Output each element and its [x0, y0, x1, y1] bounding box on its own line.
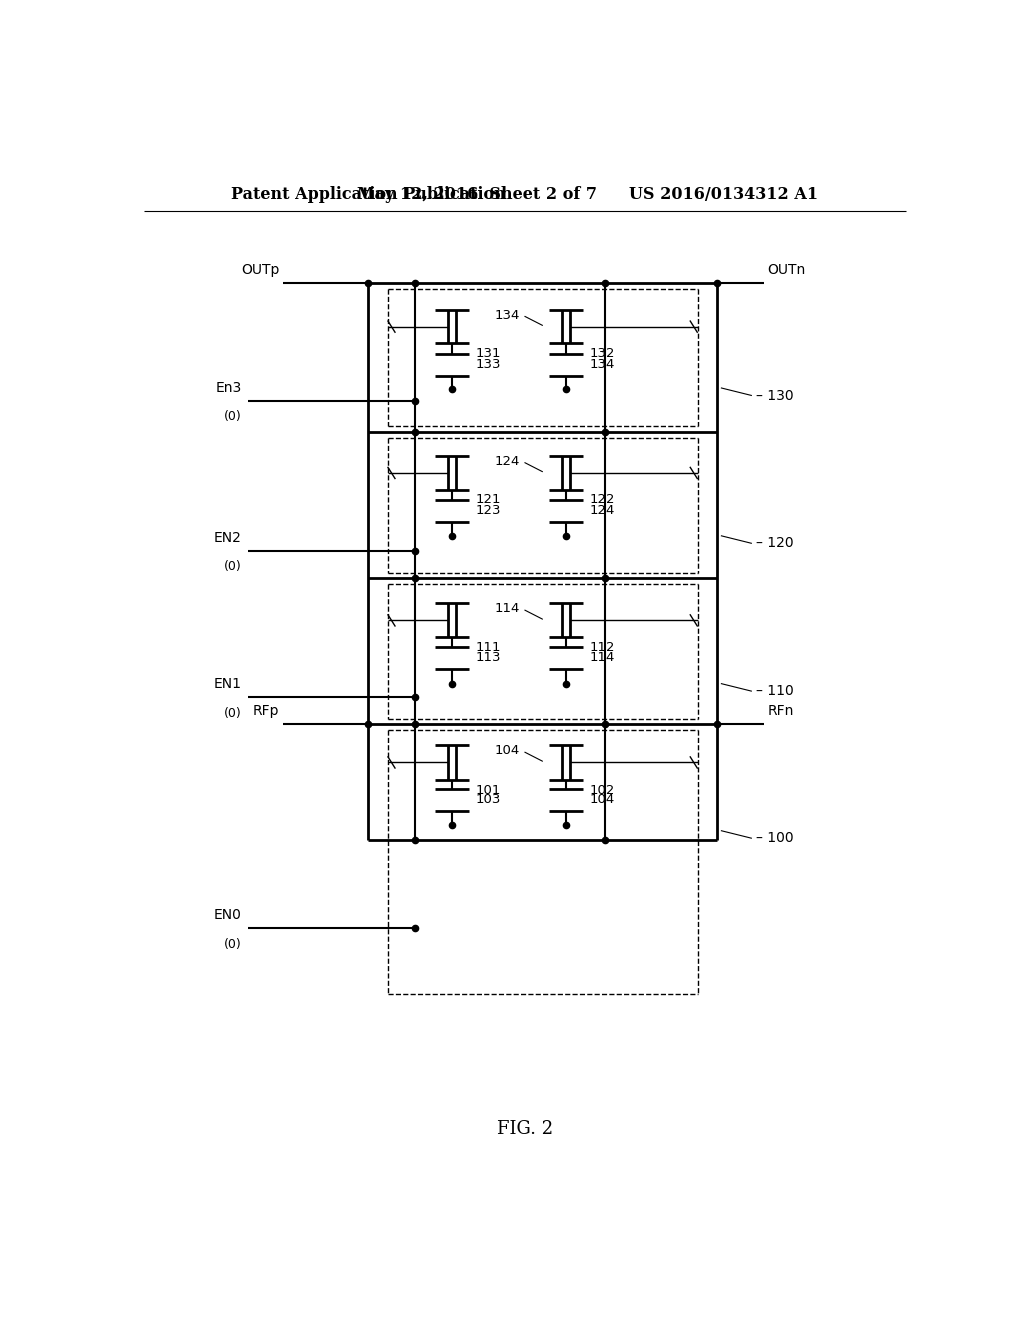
Text: 113: 113 — [475, 651, 501, 664]
Text: US 2016/0134312 A1: US 2016/0134312 A1 — [630, 186, 818, 203]
Text: 131: 131 — [475, 347, 501, 360]
Text: 104: 104 — [589, 793, 614, 807]
Text: (0): (0) — [224, 937, 242, 950]
Text: 111: 111 — [475, 642, 501, 655]
Text: FIG. 2: FIG. 2 — [497, 1121, 553, 1138]
Text: 114: 114 — [589, 651, 614, 664]
Text: 122: 122 — [589, 494, 614, 507]
Text: (0): (0) — [224, 561, 242, 573]
Text: Patent Application Publication: Patent Application Publication — [231, 186, 506, 203]
Text: OUTn: OUTn — [767, 263, 806, 277]
Text: 124: 124 — [495, 455, 520, 467]
Text: EN1: EN1 — [214, 677, 242, 692]
Text: – 100: – 100 — [756, 832, 794, 845]
Text: En3: En3 — [216, 380, 242, 395]
Text: 132: 132 — [589, 347, 614, 360]
Text: EN0: EN0 — [214, 908, 242, 923]
Text: – 120: – 120 — [756, 536, 794, 550]
Text: May 12, 2016  Sheet 2 of 7: May 12, 2016 Sheet 2 of 7 — [357, 186, 597, 203]
Text: 121: 121 — [475, 494, 501, 507]
Text: 103: 103 — [475, 793, 501, 807]
Text: 112: 112 — [589, 642, 614, 655]
Text: 123: 123 — [475, 504, 501, 517]
Text: 134: 134 — [495, 309, 520, 322]
Text: 104: 104 — [495, 744, 520, 758]
Text: OUTp: OUTp — [241, 263, 280, 277]
Text: 114: 114 — [495, 602, 520, 615]
Text: (0): (0) — [224, 706, 242, 719]
Text: 124: 124 — [589, 504, 614, 517]
Text: – 130: – 130 — [756, 388, 794, 403]
Text: – 110: – 110 — [756, 684, 794, 698]
Text: 133: 133 — [475, 358, 501, 371]
Text: RFn: RFn — [767, 704, 794, 718]
Text: EN2: EN2 — [214, 531, 242, 545]
Text: (0): (0) — [224, 411, 242, 424]
Text: 134: 134 — [589, 358, 614, 371]
Text: 102: 102 — [589, 784, 614, 797]
Text: RFp: RFp — [253, 704, 280, 718]
Text: 101: 101 — [475, 784, 501, 797]
